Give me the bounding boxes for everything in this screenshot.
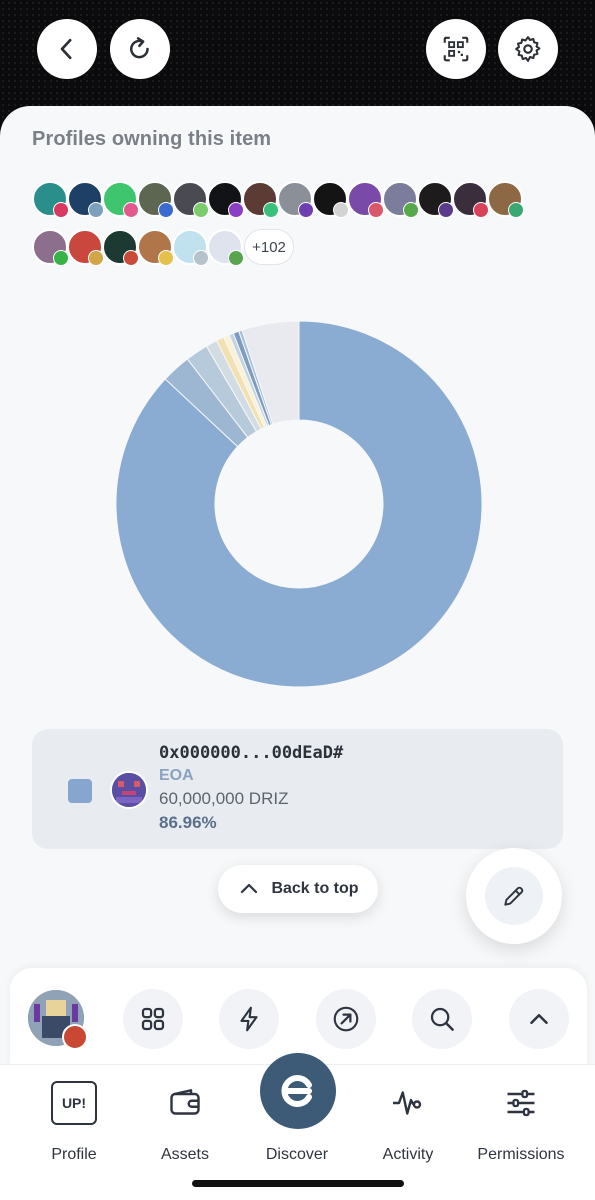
back-button[interactable] [37, 19, 97, 79]
holder-percent: 86.96% [159, 813, 217, 832]
owner-avatars-row-1 [32, 181, 524, 218]
tab-profile[interactable]: UP! Profile [19, 1078, 129, 1164]
search-icon [430, 1007, 454, 1031]
open-link-button[interactable] [316, 989, 376, 1049]
owner-avatar[interactable] [102, 181, 139, 218]
owner-avatar[interactable] [32, 229, 69, 266]
discover-logo-icon[interactable] [260, 1053, 336, 1129]
holder-avatar [110, 771, 148, 809]
chevron-up-icon [530, 1014, 548, 1024]
owner-avatars-row-2: +102 [32, 229, 294, 266]
owner-avatar[interactable] [277, 181, 314, 218]
arrow-up-right-icon [333, 1006, 359, 1032]
grid-button[interactable] [123, 989, 183, 1049]
profile-badge [62, 1024, 88, 1050]
tab-assets[interactable]: Assets [130, 1078, 240, 1164]
owner-avatar[interactable] [172, 229, 209, 266]
sliders-icon [507, 1089, 535, 1117]
donut-slice-0[interactable] [116, 321, 482, 687]
quick-action-toolbar [10, 968, 587, 1068]
qr-code-icon [443, 36, 469, 62]
back-to-top-label: Back to top [271, 880, 359, 897]
pencil-icon [504, 886, 524, 906]
owner-avatar[interactable] [32, 181, 69, 218]
owner-avatar[interactable] [67, 181, 104, 218]
owner-avatar[interactable] [172, 181, 209, 218]
tab-label: Discover [265, 1146, 329, 1163]
tab-label: Activity [382, 1146, 434, 1163]
holder-address: 0x000000...00dEaD# [159, 743, 344, 763]
owner-avatar[interactable] [102, 229, 139, 266]
holder-type: EOA [159, 767, 194, 784]
grid-icon [141, 1007, 165, 1031]
settings-button[interactable] [498, 19, 558, 79]
owner-avatar[interactable] [312, 181, 349, 218]
collapse-toolbar-button[interactable] [509, 989, 569, 1049]
tab-activity[interactable]: Activity [353, 1078, 463, 1164]
owner-avatar[interactable] [67, 229, 104, 266]
donut-slice-9[interactable] [241, 321, 300, 425]
owner-avatar[interactable] [207, 181, 244, 218]
edit-button[interactable] [466, 848, 562, 944]
holder-legend-card[interactable]: 0x000000...00dEaD# EOA 60,000,000 DRIZ 8… [32, 729, 563, 849]
current-profile-avatar[interactable] [26, 988, 88, 1050]
gear-icon [515, 36, 541, 62]
section-title: Profiles owning this item [32, 128, 272, 150]
tab-label: Profile [51, 1146, 97, 1163]
activity-icon [393, 1091, 422, 1115]
tab-discover[interactable]: Discover [242, 1078, 352, 1164]
qr-code-button[interactable] [426, 19, 486, 79]
up-badge-icon: UP! [51, 1081, 97, 1125]
legend-color-swatch [68, 779, 92, 803]
wallet-icon [170, 1089, 200, 1115]
owner-avatar[interactable] [487, 181, 524, 218]
owner-avatar[interactable] [207, 229, 244, 266]
search-button[interactable] [412, 989, 472, 1049]
edit-button-inner [485, 867, 543, 925]
owner-avatar[interactable] [452, 181, 489, 218]
tab-label: Assets [160, 1146, 209, 1163]
owner-avatar[interactable] [347, 181, 384, 218]
ownership-donut-chart [116, 321, 482, 687]
back-to-top-button[interactable]: Back to top [218, 865, 378, 913]
holder-amount: 60,000,000 DRIZ [159, 789, 289, 808]
owner-avatar[interactable] [382, 181, 419, 218]
owner-avatar[interactable] [417, 181, 454, 218]
refresh-icon [130, 37, 149, 59]
home-indicator [192, 1180, 404, 1187]
refresh-button[interactable] [110, 19, 170, 79]
bolt-button[interactable] [219, 989, 279, 1049]
bolt-icon [240, 1006, 258, 1032]
chevron-left-icon [60, 38, 72, 60]
owner-avatar[interactable] [137, 181, 174, 218]
owner-avatar[interactable] [137, 229, 174, 266]
owner-avatar[interactable] [242, 181, 279, 218]
chevron-up-icon [241, 883, 258, 894]
more-owners-chip[interactable]: +102 [244, 229, 294, 265]
tab-label: Permissions [477, 1146, 565, 1163]
tab-permissions[interactable]: Permissions [466, 1078, 576, 1164]
